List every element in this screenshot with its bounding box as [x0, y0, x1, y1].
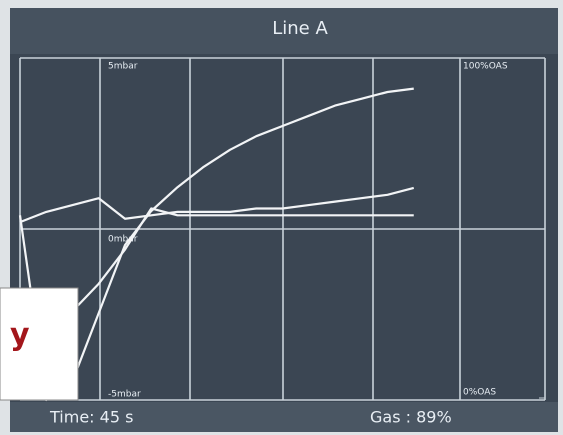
gas-readout: Gas : 89%	[370, 408, 452, 427]
chart-title: Line A	[272, 18, 328, 39]
y2-tick-label: 100%OAS	[463, 62, 508, 72]
overlay-card: y	[0, 288, 78, 400]
y2-tick-label: 0%OAS	[463, 388, 496, 398]
time-readout: Time: 45 s	[49, 408, 133, 427]
page: {"chart_data": {"type": "line", "title":…	[0, 0, 563, 435]
screen: Line A Time: 45 s Gas : 89% 5mbar0mbar-5…	[0, 0, 563, 435]
y-tick-label: 5mbar	[108, 62, 138, 72]
display	[10, 8, 558, 432]
overlay-text: y	[10, 318, 30, 353]
y-tick-label: -5mbar	[108, 390, 141, 400]
